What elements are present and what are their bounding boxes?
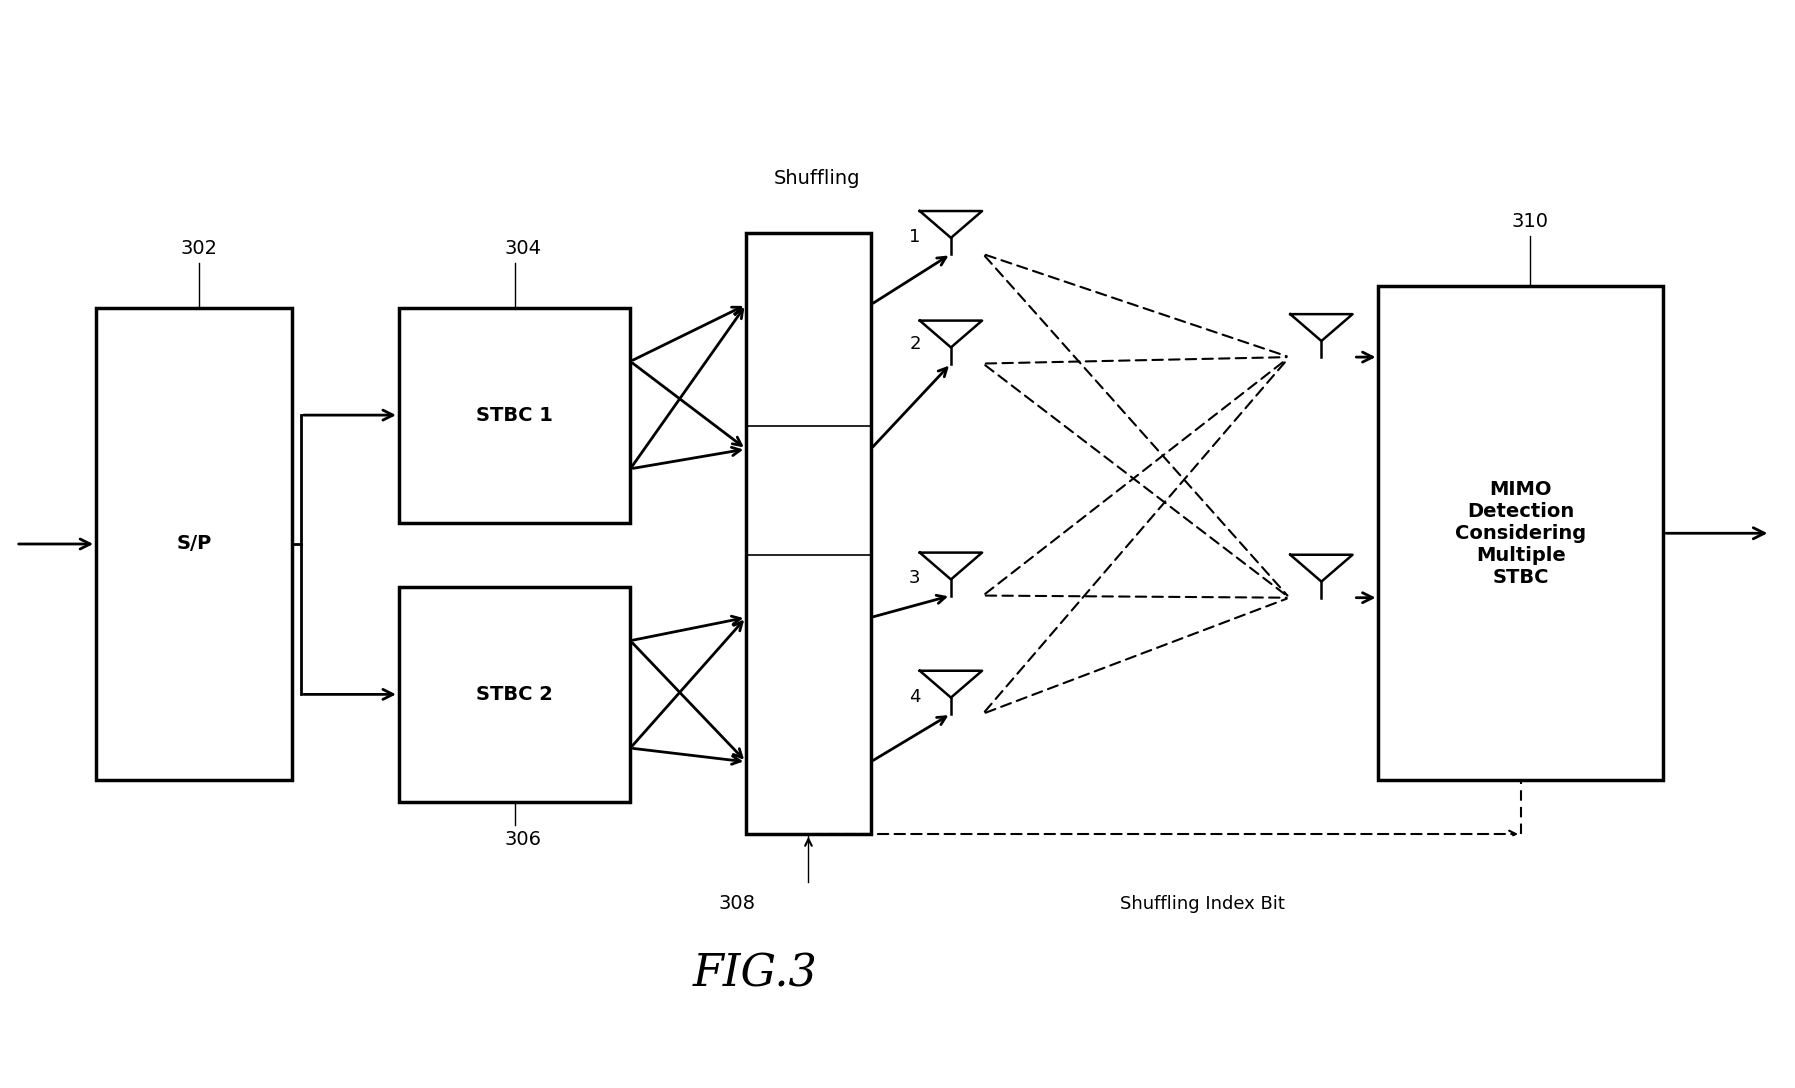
Bar bbox=[95, 308, 293, 780]
Text: 302: 302 bbox=[181, 239, 217, 258]
Text: S/P: S/P bbox=[176, 534, 212, 554]
Text: 4: 4 bbox=[908, 688, 921, 705]
Text: FIG.3: FIG.3 bbox=[693, 952, 817, 996]
Bar bbox=[1379, 286, 1664, 780]
Text: 1: 1 bbox=[910, 227, 921, 246]
Bar bbox=[398, 586, 630, 802]
Text: Shuffling Index Bit: Shuffling Index Bit bbox=[1120, 894, 1285, 913]
Text: MIMO
Detection
Considering
Multiple
STBC: MIMO Detection Considering Multiple STBC bbox=[1456, 480, 1587, 586]
Text: 3: 3 bbox=[908, 569, 921, 588]
Text: 306: 306 bbox=[504, 830, 542, 849]
Text: STBC 2: STBC 2 bbox=[476, 684, 553, 704]
Text: 2: 2 bbox=[908, 335, 921, 354]
Text: 308: 308 bbox=[718, 894, 756, 913]
Bar bbox=[398, 308, 630, 522]
Text: 310: 310 bbox=[1511, 212, 1549, 232]
Text: Shuffling: Shuffling bbox=[774, 170, 860, 188]
Text: STBC 1: STBC 1 bbox=[476, 406, 553, 424]
Bar bbox=[747, 233, 871, 834]
Text: 304: 304 bbox=[504, 239, 542, 258]
